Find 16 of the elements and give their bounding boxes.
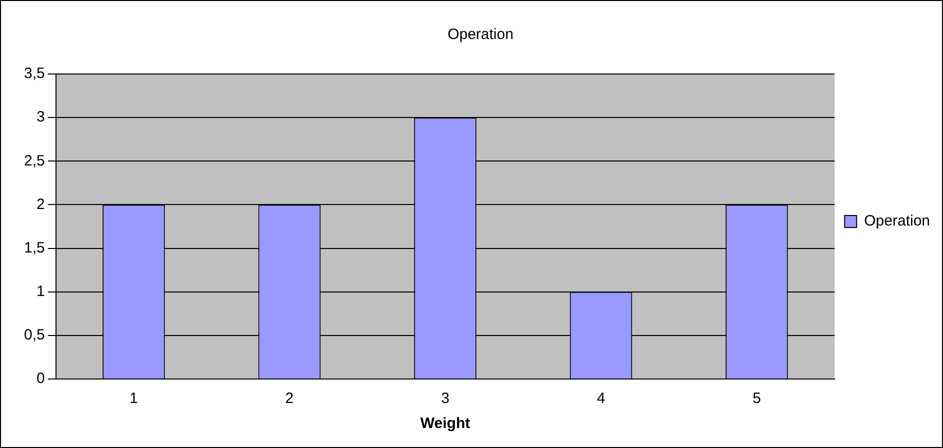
- x-tick-label: 3: [441, 390, 450, 408]
- x-tick-label: 5: [752, 390, 761, 408]
- y-tick-label: 0,5: [24, 326, 45, 344]
- y-tick-label: 3: [36, 108, 45, 126]
- y-tick-label: 2,5: [24, 152, 45, 170]
- x-tick-label: 2: [285, 390, 294, 408]
- y-tick-label: 2: [36, 196, 45, 213]
- y-tick-label: 3,5: [24, 65, 45, 82]
- y-tick-label: 1: [36, 283, 45, 300]
- legend-label: Operation: [864, 212, 930, 230]
- chart-title: Operation: [448, 26, 514, 44]
- x-tick-label: 4: [596, 390, 606, 408]
- y-tick-label: 0: [36, 370, 45, 388]
- x-axis-title: Weight: [420, 415, 470, 432]
- x-tick-label: 1: [130, 390, 138, 408]
- y-tick-label: 1,5: [24, 239, 45, 256]
